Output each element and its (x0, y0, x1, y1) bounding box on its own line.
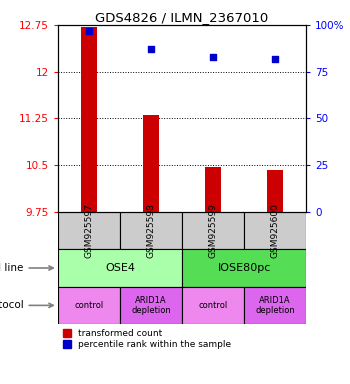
Text: control: control (198, 301, 228, 310)
Bar (143, 115, 159, 212)
Bar (58, 249, 182, 287)
Bar (58, 287, 120, 324)
Point (272, 56, 278, 62)
Bar (182, 212, 244, 249)
Bar (244, 212, 306, 249)
Text: GSM925600: GSM925600 (271, 203, 280, 258)
Text: ARID1A
depletion: ARID1A depletion (255, 296, 295, 315)
Point (148, 46, 154, 52)
Text: protocol: protocol (0, 300, 53, 310)
Bar (267, 169, 283, 212)
Bar (120, 212, 182, 249)
Point (86, 28, 92, 34)
Text: OSE4: OSE4 (105, 263, 135, 273)
Text: GSM925598: GSM925598 (146, 203, 155, 258)
Text: ARID1A
depletion: ARID1A depletion (131, 296, 171, 315)
Bar (205, 167, 221, 212)
Point (210, 54, 216, 60)
Text: GSM925599: GSM925599 (209, 203, 218, 258)
Bar (244, 287, 306, 324)
Text: control: control (74, 301, 104, 310)
Bar (182, 249, 306, 287)
Text: IOSE80pc: IOSE80pc (217, 263, 271, 273)
Bar (81, 27, 97, 212)
Bar (182, 287, 244, 324)
Bar (120, 287, 182, 324)
Text: GSM925597: GSM925597 (84, 203, 93, 258)
Text: cell line: cell line (0, 263, 53, 273)
Title: GDS4826 / ILMN_2367010: GDS4826 / ILMN_2367010 (95, 11, 269, 24)
Legend: transformed count, percentile rank within the sample: transformed count, percentile rank withi… (62, 329, 232, 350)
Bar (58, 212, 120, 249)
